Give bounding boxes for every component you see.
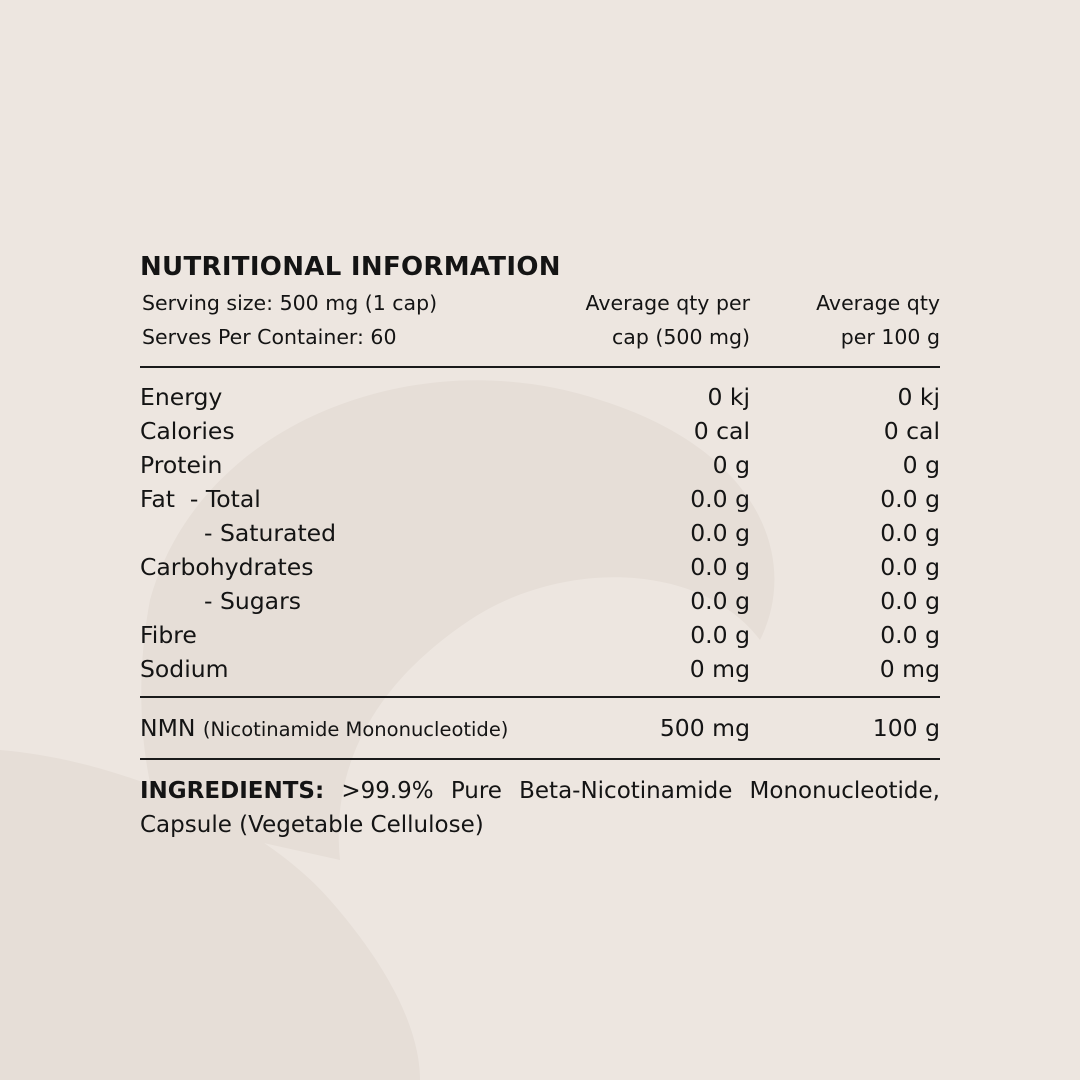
- ingredients-label: INGREDIENTS:: [140, 778, 325, 804]
- per-cap-value: 0 kj: [707, 383, 750, 411]
- col2-header-line2: cap (500 mg): [612, 325, 750, 349]
- divider: [140, 696, 940, 698]
- nutrient-row: Sodium 0 mg 0 mg: [140, 652, 940, 686]
- per-cap-value: 0 g: [712, 451, 750, 479]
- nutrient-name: Sodium: [140, 655, 229, 683]
- nutrient-row: Fat - Total 0.0 g 0.0 g: [140, 482, 940, 516]
- per-cap-value: 0 mg: [689, 655, 750, 683]
- per-100g-value: 0 cal: [883, 417, 940, 445]
- nmn-detail: (Nicotinamide Mononucleotide): [202, 718, 509, 741]
- col3-header-line1: Average qty: [816, 291, 940, 315]
- panel-title: NUTRITIONAL INFORMATION: [140, 252, 561, 282]
- nutrient-row: Carbohydrates 0.0 g 0.0 g: [140, 550, 940, 584]
- ingredients: INGREDIENTS: >99.9% Pure Beta-Nicotinami…: [140, 774, 940, 842]
- nutrient-rows: Energy 0 kj 0 kj Calories 0 cal 0 cal Protein 0…: [140, 368, 940, 696]
- nutrient-name: - Sugars: [204, 587, 301, 615]
- per-100g-value: 0 g: [902, 451, 940, 479]
- swirl-shape: [141, 380, 775, 860]
- swirl-shape-lower: [0, 750, 420, 1080]
- per-100g-value: 0.0 g: [880, 587, 940, 615]
- per-cap-value: 0.0 g: [690, 587, 750, 615]
- nutrient-name: Calories: [140, 417, 235, 445]
- per-cap-value: 0.0 g: [690, 553, 750, 581]
- nutrient-name: Fat - Total: [140, 485, 261, 513]
- per-cap-value: 0.0 g: [690, 485, 750, 513]
- col3-header-line2: per 100 g: [840, 325, 940, 349]
- serving-size: Serving size: 500 mg (1 cap): [142, 291, 438, 315]
- per-100g-value: 0.0 g: [880, 485, 940, 513]
- nmn-name: NMN: [140, 714, 196, 742]
- per-100g-value: 0 mg: [879, 655, 940, 683]
- per-100g-value: 0.0 g: [880, 519, 940, 547]
- nutrient-name: - Saturated: [204, 519, 337, 547]
- col2-header-line1: Average qty per: [585, 291, 750, 315]
- nutrition-panel: NUTRITIONAL INFORMATION Serving size: 50…: [140, 248, 940, 842]
- ingredients-text: >99.9% Pure Beta-Nicotinamide Mononu­cle…: [140, 778, 940, 838]
- nutrient-name: Fibre: [140, 621, 197, 649]
- per-cap-value: 0.0 g: [690, 621, 750, 649]
- panel-header: Serving size: 500 mg (1 cap) Serves Per …: [140, 286, 940, 354]
- nutrient-row: Energy 0 kj 0 kj: [140, 380, 940, 414]
- nmn-per-100g: 100 g: [872, 714, 940, 742]
- nmn-per-cap: 500 mg: [659, 714, 750, 742]
- nutrient-name: Carbohydrates: [140, 553, 314, 581]
- serves-per-container: Serves Per Container: 60: [142, 325, 397, 349]
- per-cap-value: 0.0 g: [690, 519, 750, 547]
- per-cap-value: 0 cal: [693, 417, 750, 445]
- nutrient-row: Protein 0 g 0 g: [140, 448, 940, 482]
- divider: [140, 366, 940, 368]
- per-100g-value: 0.0 g: [880, 553, 940, 581]
- nutrient-row: Fibre 0.0 g 0.0 g: [140, 618, 940, 652]
- per-100g-value: 0.0 g: [880, 621, 940, 649]
- nutrient-row: - Saturated 0.0 g 0.0 g: [140, 516, 940, 550]
- nutrient-name: Protein: [140, 451, 223, 479]
- nutrient-row: Calories 0 cal 0 cal: [140, 414, 940, 448]
- nutrient-name: Energy: [140, 383, 223, 411]
- nmn-row: NMN (Nicotinamide Mononucleotide) 500 mg…: [140, 698, 940, 758]
- divider: [140, 758, 940, 760]
- nutrient-row: - Sugars 0.0 g 0.0 g: [140, 584, 940, 618]
- per-100g-value: 0 kj: [897, 383, 940, 411]
